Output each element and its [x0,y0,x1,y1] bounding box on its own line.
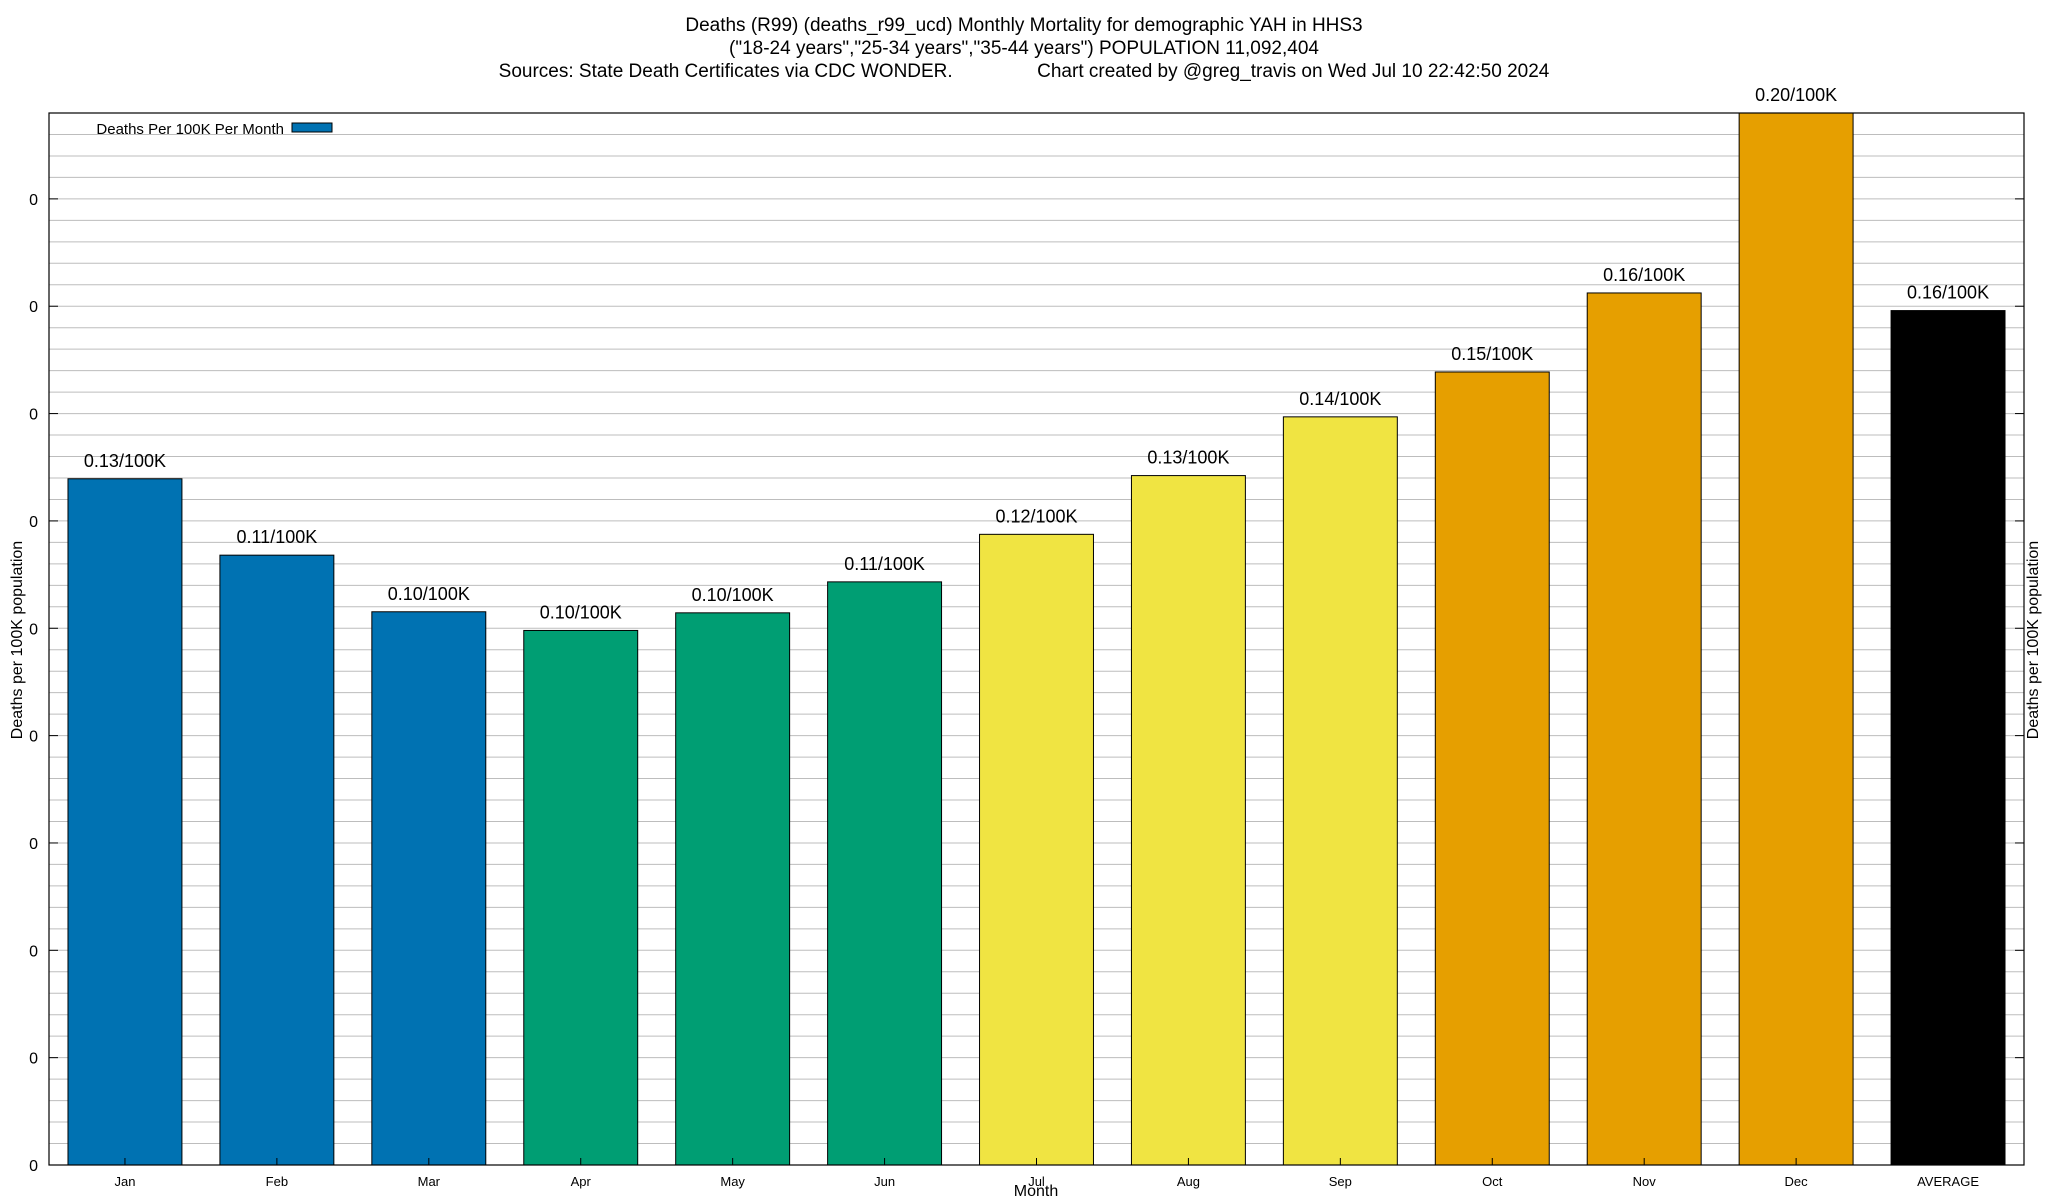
bar-jun [827,581,943,1166]
x-tick-label: Oct [1482,1174,1503,1189]
value-label: 0.15/100K [1451,344,1533,364]
x-tick-label: Jun [874,1174,895,1189]
x-tick-label: Jan [114,1174,135,1189]
y-axis-label-right: Deaths per 100K population [2025,541,2042,739]
x-tick-label: Nov [1633,1174,1657,1189]
x-axis-label: Month [1014,1183,1058,1200]
bar-jul [979,533,1094,1166]
y-tick-label: 0 [29,299,38,316]
value-label: 0.13/100K [1147,448,1229,468]
x-tick-label: Dec [1785,1174,1809,1189]
value-label: 0.16/100K [1603,265,1685,285]
y-tick-label: 0 [29,729,38,746]
legend-swatch [291,122,333,133]
y-tick-label: 0 [29,621,38,638]
x-tick-label: Feb [266,1174,288,1189]
y-tick-label: 0 [29,192,38,209]
value-label: 0.20/100K [1755,85,1837,105]
legend-label: Deaths Per 100K Per Month [96,121,284,138]
bar-sep [1282,416,1398,1166]
value-label: 0.11/100K [237,527,318,547]
chart-title-block: Deaths (R99) (deaths_r99_ucd) Monthly Mo… [0,14,2048,83]
chart-title: Deaths (R99) (deaths_r99_ucd) Monthly Mo… [685,15,1363,36]
legend: Deaths Per 100K Per Month [96,121,333,138]
bar-nov [1586,292,1702,1166]
bar-jan [67,478,183,1166]
y-tick-label: 0 [29,836,38,853]
x-tick-label: Sep [1329,1174,1352,1189]
value-label: 0.10/100K [388,584,470,604]
x-tick-label: Jul [1028,1174,1045,1189]
x-tick-label: May [720,1174,745,1189]
y-tick-label: 0 [29,1051,38,1068]
y-tick-label: 0 [29,514,38,531]
chart-subtitle: ("18-24 years","25-34 years","35-44 year… [729,38,1319,59]
value-label: 0.13/100K [84,451,166,471]
bar-mar [371,611,487,1166]
x-tick-label: AVERAGE [1917,1174,1979,1189]
bar-feb [219,554,335,1166]
bar-apr [523,629,639,1166]
bar-may [675,612,791,1166]
bar-aug [1130,475,1246,1166]
x-tick-label: Aug [1177,1174,1200,1189]
value-label: 0.16/100K [1907,283,1989,303]
value-label: 0.11/100K [844,554,925,574]
bar-average [1890,310,2006,1166]
y-tick-label: 0 [29,943,38,960]
y-axis-label: Deaths per 100K population [9,541,26,739]
bar-dec [1738,112,1854,1166]
x-tick-label: Apr [571,1174,592,1189]
x-tick-label: Mar [418,1174,441,1189]
value-label: 0.14/100K [1299,389,1381,409]
bars [67,112,2006,1166]
axis-ticks: 0 0 0 0 0 0 0 0 0 0 Jan Feb Mar Apr May Jun Jul Aug Sep Oct… [29,192,2024,1189]
value-labels: 0.13/100K 0.11/100K 0.10/100K 0.10/100K 0.10… [84,85,1989,622]
bar-oct [1434,371,1550,1166]
value-label: 0.12/100K [995,506,1077,526]
value-label: 0.10/100K [540,602,622,622]
chart-source-line: Sources: State Death Certificates via CD… [498,61,1550,82]
y-tick-label: 0 [29,1158,38,1175]
y-tick-label: 0 [29,407,38,424]
value-label: 0.10/100K [692,585,774,605]
